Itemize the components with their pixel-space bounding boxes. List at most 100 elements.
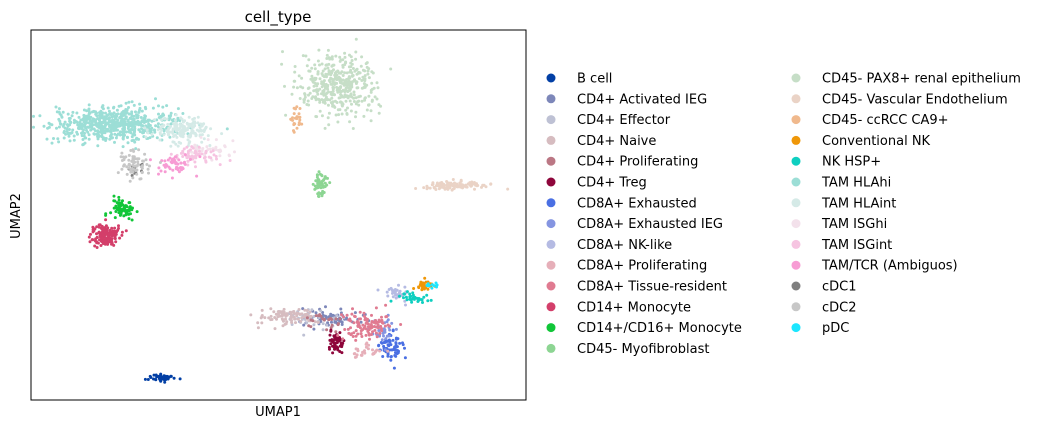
point-cdc2: [124, 155, 128, 159]
point-cd45-ccrcc-ca9: [292, 129, 295, 133]
point-tam-hlahi: [114, 126, 118, 130]
point-cd4-treg: [331, 344, 334, 348]
point-cdc2: [135, 172, 139, 176]
point-cd45-myofibroblast: [317, 178, 321, 182]
point-nk-hsp: [402, 296, 405, 300]
point-cd8a-tissue-resident: [353, 314, 356, 318]
point-tam-hlahi: [67, 131, 71, 135]
point-cd14-monocyte: [114, 232, 118, 236]
point-conventional-nk: [418, 283, 422, 287]
legend-label-cd8a-nk-like: CD8A+ NK-like: [577, 238, 672, 253]
point-cd45-pax8-renal-epithelium: [348, 87, 352, 91]
point-cd8a-tissue-resident: [349, 326, 352, 330]
point-tam-hlahi: [104, 111, 107, 115]
point-cd14-monocyte: [97, 231, 101, 235]
plot-frame: [30, 29, 527, 401]
point-cd8a-tissue-resident: [354, 338, 358, 342]
point-tam-hlaint: [175, 135, 179, 139]
point-cd45-pax8-renal-epithelium: [336, 120, 340, 124]
point-tam-hlahi: [126, 141, 130, 145]
point-cd45-vascular-endothelium: [425, 184, 429, 188]
point-tam-hlaint: [196, 121, 200, 125]
point-cd45-pax8-renal-epithelium: [304, 54, 308, 58]
point-tam-hlaint: [169, 125, 172, 128]
point-cd45-pax8-renal-epithelium: [354, 37, 358, 41]
point-cd4-proliferating: [317, 314, 321, 318]
legend-marker-tam-isghi: [791, 219, 801, 229]
point-tam-hlahi: [81, 124, 85, 128]
point-cd45-pax8-renal-epithelium: [295, 86, 299, 90]
point-tam-hlahi: [56, 137, 60, 141]
point-cdc2: [135, 168, 139, 172]
point-cd45-pax8-renal-epithelium: [302, 98, 306, 102]
point-tam-hlahi: [97, 133, 101, 137]
point-tam-hlahi: [135, 113, 138, 117]
point-cd14-cd16-monocyte: [128, 207, 132, 211]
point-cd8a-exhausted-ieg: [394, 327, 398, 331]
point-cd4-proliferating: [314, 314, 318, 318]
point-tam-hlaint: [169, 144, 173, 148]
point-tam-hlahi: [118, 123, 122, 127]
point-cd8a-tissue-resident: [359, 317, 362, 321]
point-tam-hlahi: [112, 105, 116, 109]
point-cd45-vascular-endothelium: [441, 183, 445, 186]
point-tam-hlaint: [199, 122, 203, 126]
point-cd4-effector: [305, 321, 309, 325]
point-cd4-activated-ieg: [359, 320, 363, 324]
point-cd45-pax8-renal-epithelium: [337, 75, 341, 79]
point-cd4-proliferating: [330, 323, 334, 327]
point-tam-hlaint: [162, 133, 166, 137]
point-tam-hlahi: [111, 122, 115, 126]
point-cd45-ccrcc-ca9: [291, 116, 294, 120]
legend-marker-cdc2: [791, 302, 801, 312]
point-cd8a-exhausted-ieg: [385, 320, 389, 324]
point-tam-isgint: [185, 156, 189, 160]
point-cd45-pax8-renal-epithelium: [346, 95, 350, 99]
point-cd4-treg: [340, 351, 344, 355]
point-cdc2: [140, 170, 144, 174]
point-cd4-proliferating: [334, 317, 338, 321]
point-tam-tcr-ambiguos: [176, 168, 180, 172]
point-tam-hlahi: [78, 120, 82, 124]
point-cdc2: [136, 160, 140, 164]
point-cd8a-proliferating: [378, 349, 382, 353]
point-tam-hlahi: [138, 130, 142, 134]
point-tam-isgint: [187, 149, 191, 153]
point-tam-isghi: [190, 150, 194, 154]
point-cd45-pax8-renal-epithelium: [307, 93, 310, 97]
point-cd45-pax8-renal-epithelium: [334, 54, 338, 58]
point-cd45-pax8-renal-epithelium: [323, 126, 327, 130]
point-conventional-nk: [426, 287, 430, 291]
point-tam-isgint: [209, 156, 213, 160]
point-nk-hsp: [408, 295, 412, 299]
point-cd14-cd16-monocyte: [121, 199, 124, 203]
point-tam-hlahi: [156, 125, 160, 129]
legend-marker-tam-hlaint: [791, 198, 801, 208]
point-cd45-pax8-renal-epithelium: [362, 86, 366, 90]
point-cd45-pax8-renal-epithelium: [333, 105, 337, 109]
point-tam-hlahi: [150, 126, 154, 130]
point-cd45-pax8-renal-epithelium: [341, 74, 345, 77]
point-tam-hlahi: [167, 114, 171, 118]
point-tam-hlahi: [132, 114, 136, 118]
point-tam-isgint: [194, 154, 198, 158]
point-tam-hlahi: [85, 128, 88, 132]
point-tam-hlahi: [118, 132, 122, 136]
point-cd14-cd16-monocyte: [122, 205, 126, 209]
point-cd8a-nk-like: [391, 295, 395, 299]
point-tam-hlahi: [62, 136, 66, 140]
point-tam-hlahi: [124, 101, 128, 105]
point-cd45-pax8-renal-epithelium: [337, 113, 341, 117]
point-cd4-activated-ieg: [319, 320, 323, 323]
point-cd45-pax8-renal-epithelium: [329, 90, 333, 94]
point-cd8a-tissue-resident: [358, 310, 362, 314]
point-tam-hlahi: [157, 112, 160, 116]
point-cd4-naive: [281, 313, 285, 317]
point-cd45-pax8-renal-epithelium: [293, 70, 297, 74]
point-tam-isgint: [179, 151, 183, 155]
point-tam-isgint: [218, 163, 222, 167]
point-cd14-monocyte: [103, 242, 107, 246]
point-cd45-vascular-endothelium: [459, 179, 463, 183]
point-cdc2: [148, 164, 151, 168]
point-cd8a-tissue-resident: [364, 333, 368, 337]
